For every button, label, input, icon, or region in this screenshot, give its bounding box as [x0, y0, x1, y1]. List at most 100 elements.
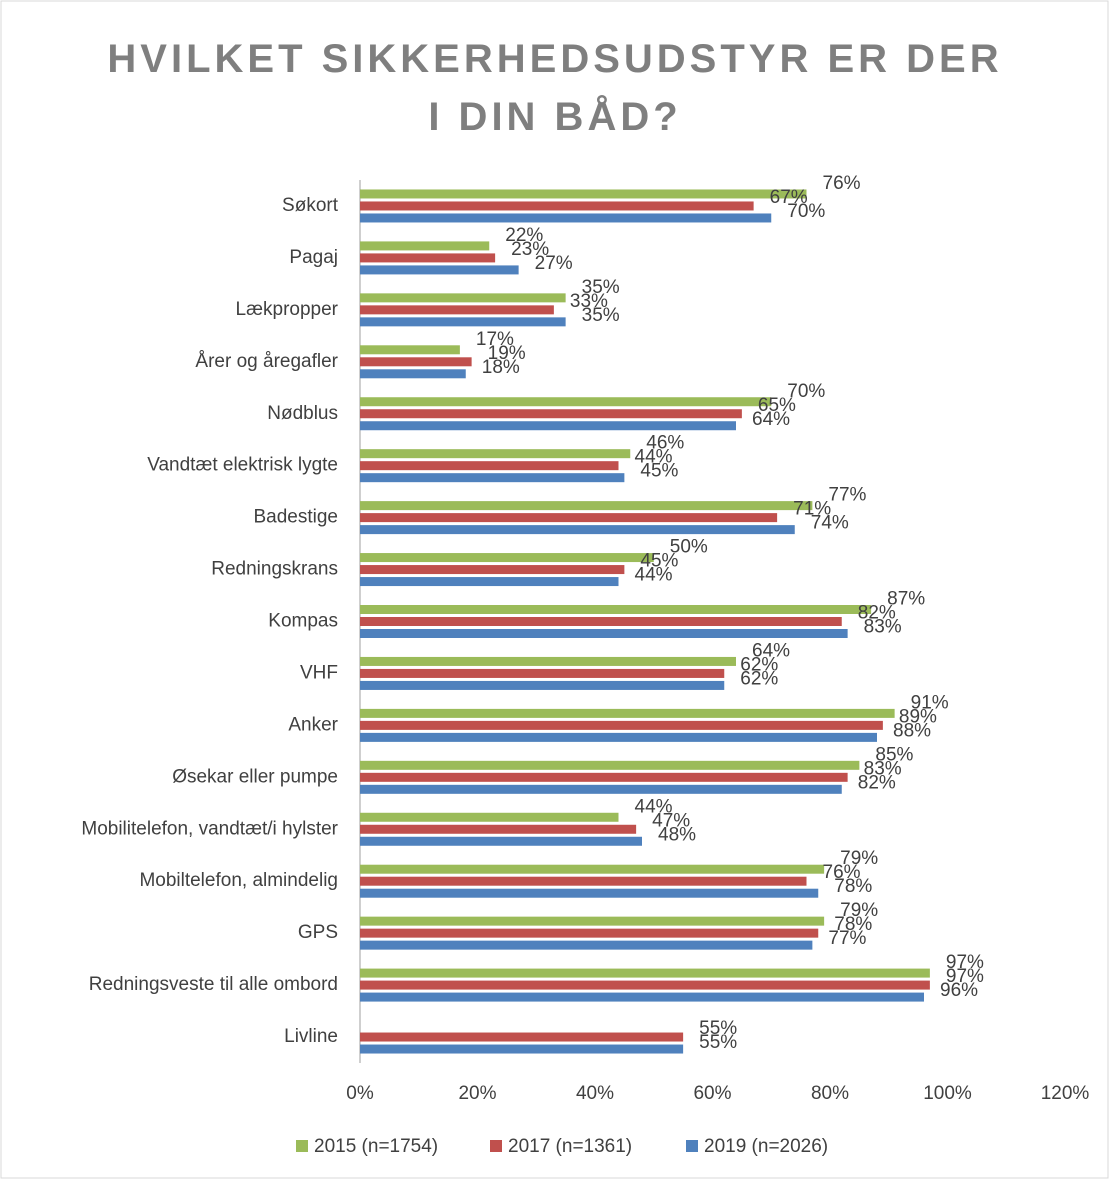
- bar: [360, 305, 554, 315]
- value-label: 70%: [787, 201, 825, 222]
- value-label: 78%: [834, 914, 872, 935]
- bar: [360, 784, 842, 794]
- value-label: 67%: [770, 187, 808, 208]
- value-label: 44%: [635, 447, 673, 468]
- bar: [360, 421, 736, 431]
- value-label: 45%: [640, 461, 678, 482]
- value-label: 79%: [840, 900, 878, 921]
- legend-swatch: [296, 1140, 308, 1152]
- y-tick-label: Pagaj: [289, 247, 338, 268]
- bar: [360, 449, 631, 459]
- bar: [360, 461, 619, 471]
- bar: [360, 1044, 684, 1054]
- bar: [360, 265, 519, 275]
- value-label: 82%: [858, 603, 896, 624]
- value-label: 44%: [635, 565, 673, 586]
- value-label: 19%: [488, 343, 526, 364]
- value-label: 33%: [570, 291, 608, 312]
- bar: [360, 253, 496, 263]
- bar: [360, 760, 860, 770]
- value-label: 97%: [946, 952, 984, 973]
- bar: [360, 201, 754, 211]
- x-tick-label: 100%: [923, 1083, 972, 1104]
- bar: [360, 553, 654, 563]
- legend-label: 2017 (n=1361): [508, 1136, 632, 1157]
- bar: [360, 397, 772, 407]
- value-label: 96%: [940, 980, 978, 1001]
- bar: [360, 876, 807, 886]
- bar: [360, 189, 807, 199]
- bar: [360, 213, 772, 223]
- value-label: 89%: [899, 706, 937, 727]
- legend-label: 2019 (n=2026): [704, 1136, 828, 1157]
- value-label: 83%: [864, 758, 902, 779]
- bar: [360, 317, 566, 327]
- value-label: 71%: [793, 499, 831, 520]
- y-tick-label: Lækpropper: [236, 299, 339, 320]
- y-tick-label: Kompas: [268, 611, 338, 632]
- value-label: 91%: [911, 692, 949, 713]
- y-tick-label: Badestige: [253, 507, 338, 528]
- bar: [360, 577, 619, 587]
- value-label: 55%: [699, 1032, 737, 1053]
- x-tick-label: 40%: [576, 1083, 614, 1104]
- value-label: 97%: [946, 966, 984, 987]
- legend-swatch: [686, 1140, 698, 1152]
- value-label: 18%: [482, 357, 520, 378]
- x-tick-label: 80%: [811, 1083, 849, 1104]
- y-tick-label: Mobilitelefon, vandtæt/i hylster: [81, 818, 338, 839]
- value-label: 62%: [740, 654, 778, 675]
- bar: [360, 629, 848, 638]
- legend-swatch: [490, 1140, 502, 1152]
- value-label: 27%: [535, 253, 573, 274]
- value-label: 79%: [840, 848, 878, 869]
- y-tick-label: Søkort: [282, 195, 339, 216]
- value-label: 76%: [823, 173, 861, 194]
- bar: [360, 617, 842, 626]
- bar: [360, 293, 566, 303]
- value-label: 88%: [893, 720, 931, 741]
- y-tick-label: Anker: [288, 714, 338, 735]
- value-label: 23%: [511, 239, 549, 260]
- bar: [360, 916, 825, 926]
- y-tick-label: Øsekar eller pumpe: [172, 766, 338, 787]
- chart-title: HVILKET SIKKERHEDSUDSTYR ER DER I DIN BÅ…: [107, 37, 1003, 139]
- y-tick-label: GPS: [298, 922, 338, 943]
- value-label: 55%: [699, 1018, 737, 1039]
- value-label: 35%: [582, 277, 620, 298]
- x-tick-label: 60%: [693, 1083, 731, 1104]
- bar: [360, 708, 895, 718]
- legend-label: 2015 (n=1754): [314, 1136, 438, 1157]
- value-label: 47%: [652, 810, 690, 831]
- bar: [360, 525, 795, 535]
- value-label: 45%: [640, 551, 678, 572]
- bar: [360, 720, 883, 730]
- value-label: 64%: [752, 640, 790, 661]
- value-label: 35%: [582, 305, 620, 326]
- bar: [360, 565, 625, 575]
- bar: [360, 864, 825, 874]
- value-label: 22%: [505, 225, 543, 246]
- value-label: 17%: [476, 329, 514, 350]
- bar: [360, 369, 466, 379]
- bar: [360, 345, 460, 355]
- bar: [360, 1032, 684, 1042]
- value-label: 64%: [752, 409, 790, 430]
- value-label: 70%: [787, 381, 825, 402]
- bar: [360, 409, 742, 419]
- bar: [360, 772, 848, 782]
- bar: [360, 928, 819, 938]
- bar: [360, 836, 642, 846]
- bar: [360, 605, 872, 614]
- value-label: 44%: [635, 796, 673, 817]
- value-label: 46%: [646, 433, 684, 454]
- value-label: 76%: [823, 862, 861, 883]
- x-tick-label: 0%: [346, 1083, 374, 1104]
- bar: [360, 241, 490, 251]
- value-label: 50%: [670, 537, 708, 558]
- value-label: 83%: [864, 617, 902, 638]
- value-label: 62%: [740, 668, 778, 689]
- bar: [360, 888, 819, 898]
